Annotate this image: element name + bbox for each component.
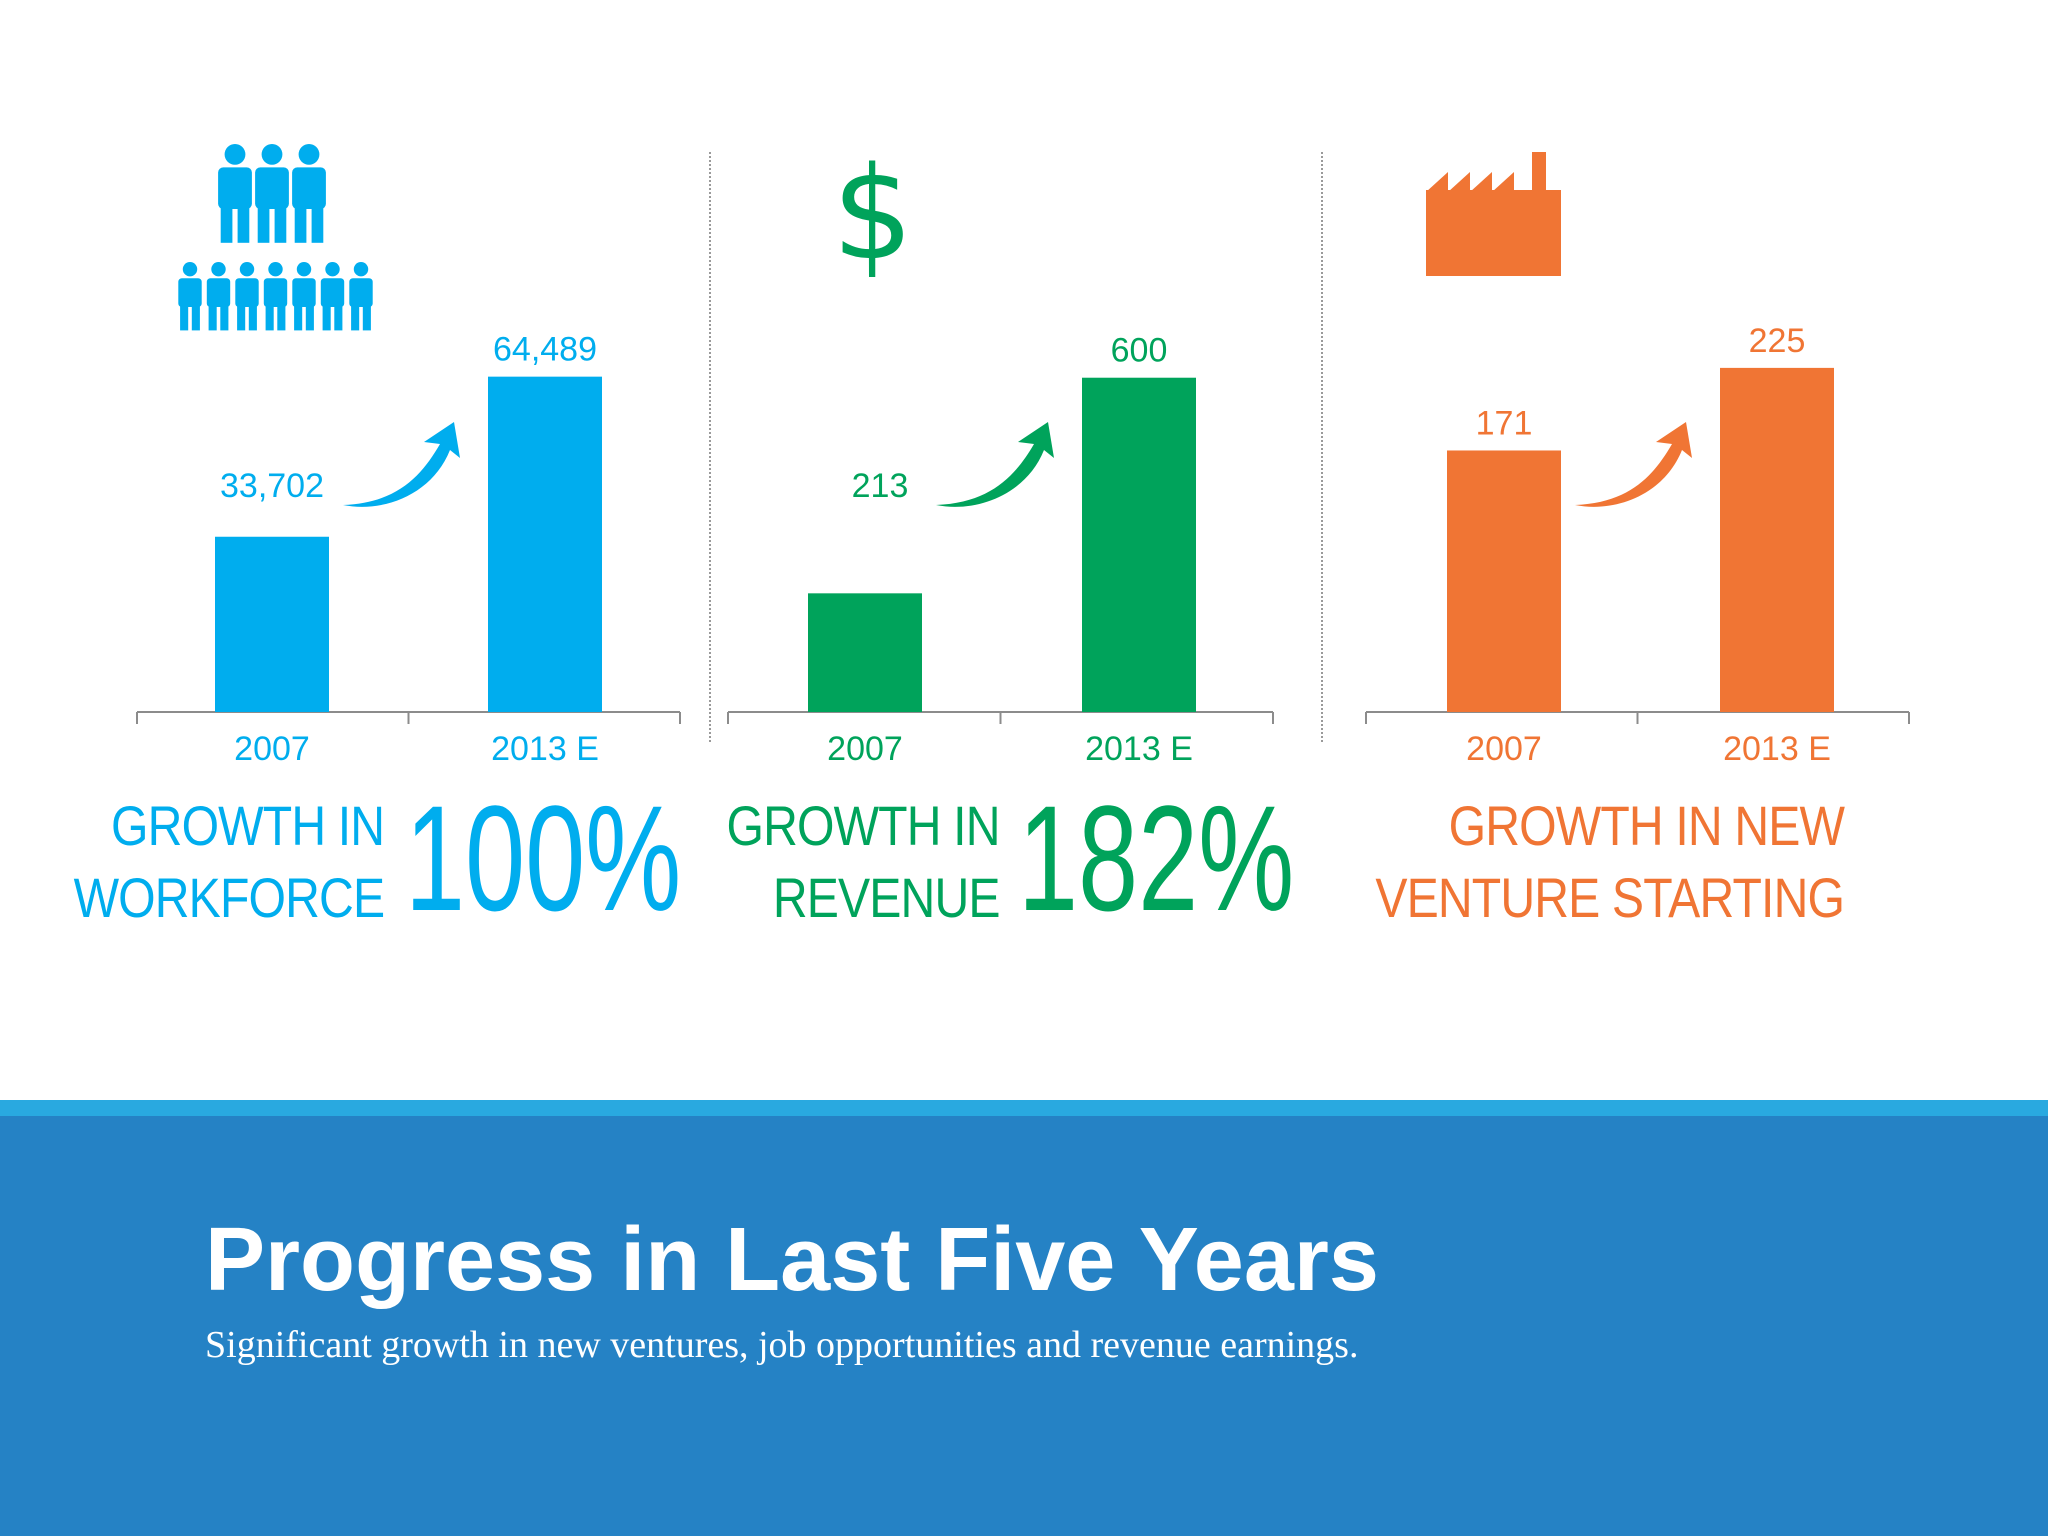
headline-line: REVENUE xyxy=(773,866,1001,929)
data-label: 33,702 xyxy=(220,467,324,505)
bar xyxy=(1082,377,1196,712)
banner xyxy=(0,1116,2048,1536)
growth-arrow-icon xyxy=(936,422,1054,507)
growth-percent-workforce: 100% xyxy=(405,774,682,942)
x-tick-label: 2013 E xyxy=(1085,730,1193,768)
headline-line: VENTURE STARTING xyxy=(1375,866,1845,929)
data-label: 64,489 xyxy=(493,331,597,369)
bar xyxy=(1447,450,1561,712)
panel-divider-2 xyxy=(1321,152,1323,742)
x-tick-label: 2013 E xyxy=(1723,730,1831,768)
x-tick-label: 2007 xyxy=(827,730,903,768)
banner-stripe xyxy=(0,1100,2048,1116)
data-label: 600 xyxy=(1111,332,1168,370)
data-label: 213 xyxy=(852,467,909,505)
data-label: 225 xyxy=(1749,322,1806,360)
x-tick-label: 2007 xyxy=(234,730,310,768)
dollar-icon: $ xyxy=(832,140,914,289)
headline-line: GROWTH IN NEW xyxy=(1448,794,1845,857)
headline-line: WORKFORCE xyxy=(73,866,385,929)
growth-arrow-icon xyxy=(1575,422,1692,507)
x-tick-label: 2013 E xyxy=(491,730,599,768)
page-subtitle: Significant growth in new ventures, job … xyxy=(205,1324,1359,1366)
data-label: 171 xyxy=(1476,404,1533,442)
page-title: Progress in Last Five Years xyxy=(205,1210,1379,1310)
x-tick-label: 2007 xyxy=(1466,730,1542,768)
panel-divider-1 xyxy=(709,152,711,742)
growth-percent-revenue: 182% xyxy=(1018,774,1295,942)
bar xyxy=(808,593,922,712)
headline-revenue: GROWTH IN REVENUE xyxy=(726,790,1001,934)
headline-line: GROWTH IN xyxy=(110,794,385,857)
headline-ventures: GROWTH IN NEW VENTURE STARTING xyxy=(1375,790,1845,934)
factory-icon xyxy=(1426,152,1561,276)
people-group-icon xyxy=(178,144,373,331)
headline-line: GROWTH IN xyxy=(726,794,1001,857)
bar xyxy=(1720,367,1834,712)
bar xyxy=(215,536,329,712)
bar xyxy=(488,376,602,712)
growth-arrow-icon xyxy=(343,422,460,507)
headline-workforce: GROWTH IN WORKFORCE xyxy=(73,790,385,934)
